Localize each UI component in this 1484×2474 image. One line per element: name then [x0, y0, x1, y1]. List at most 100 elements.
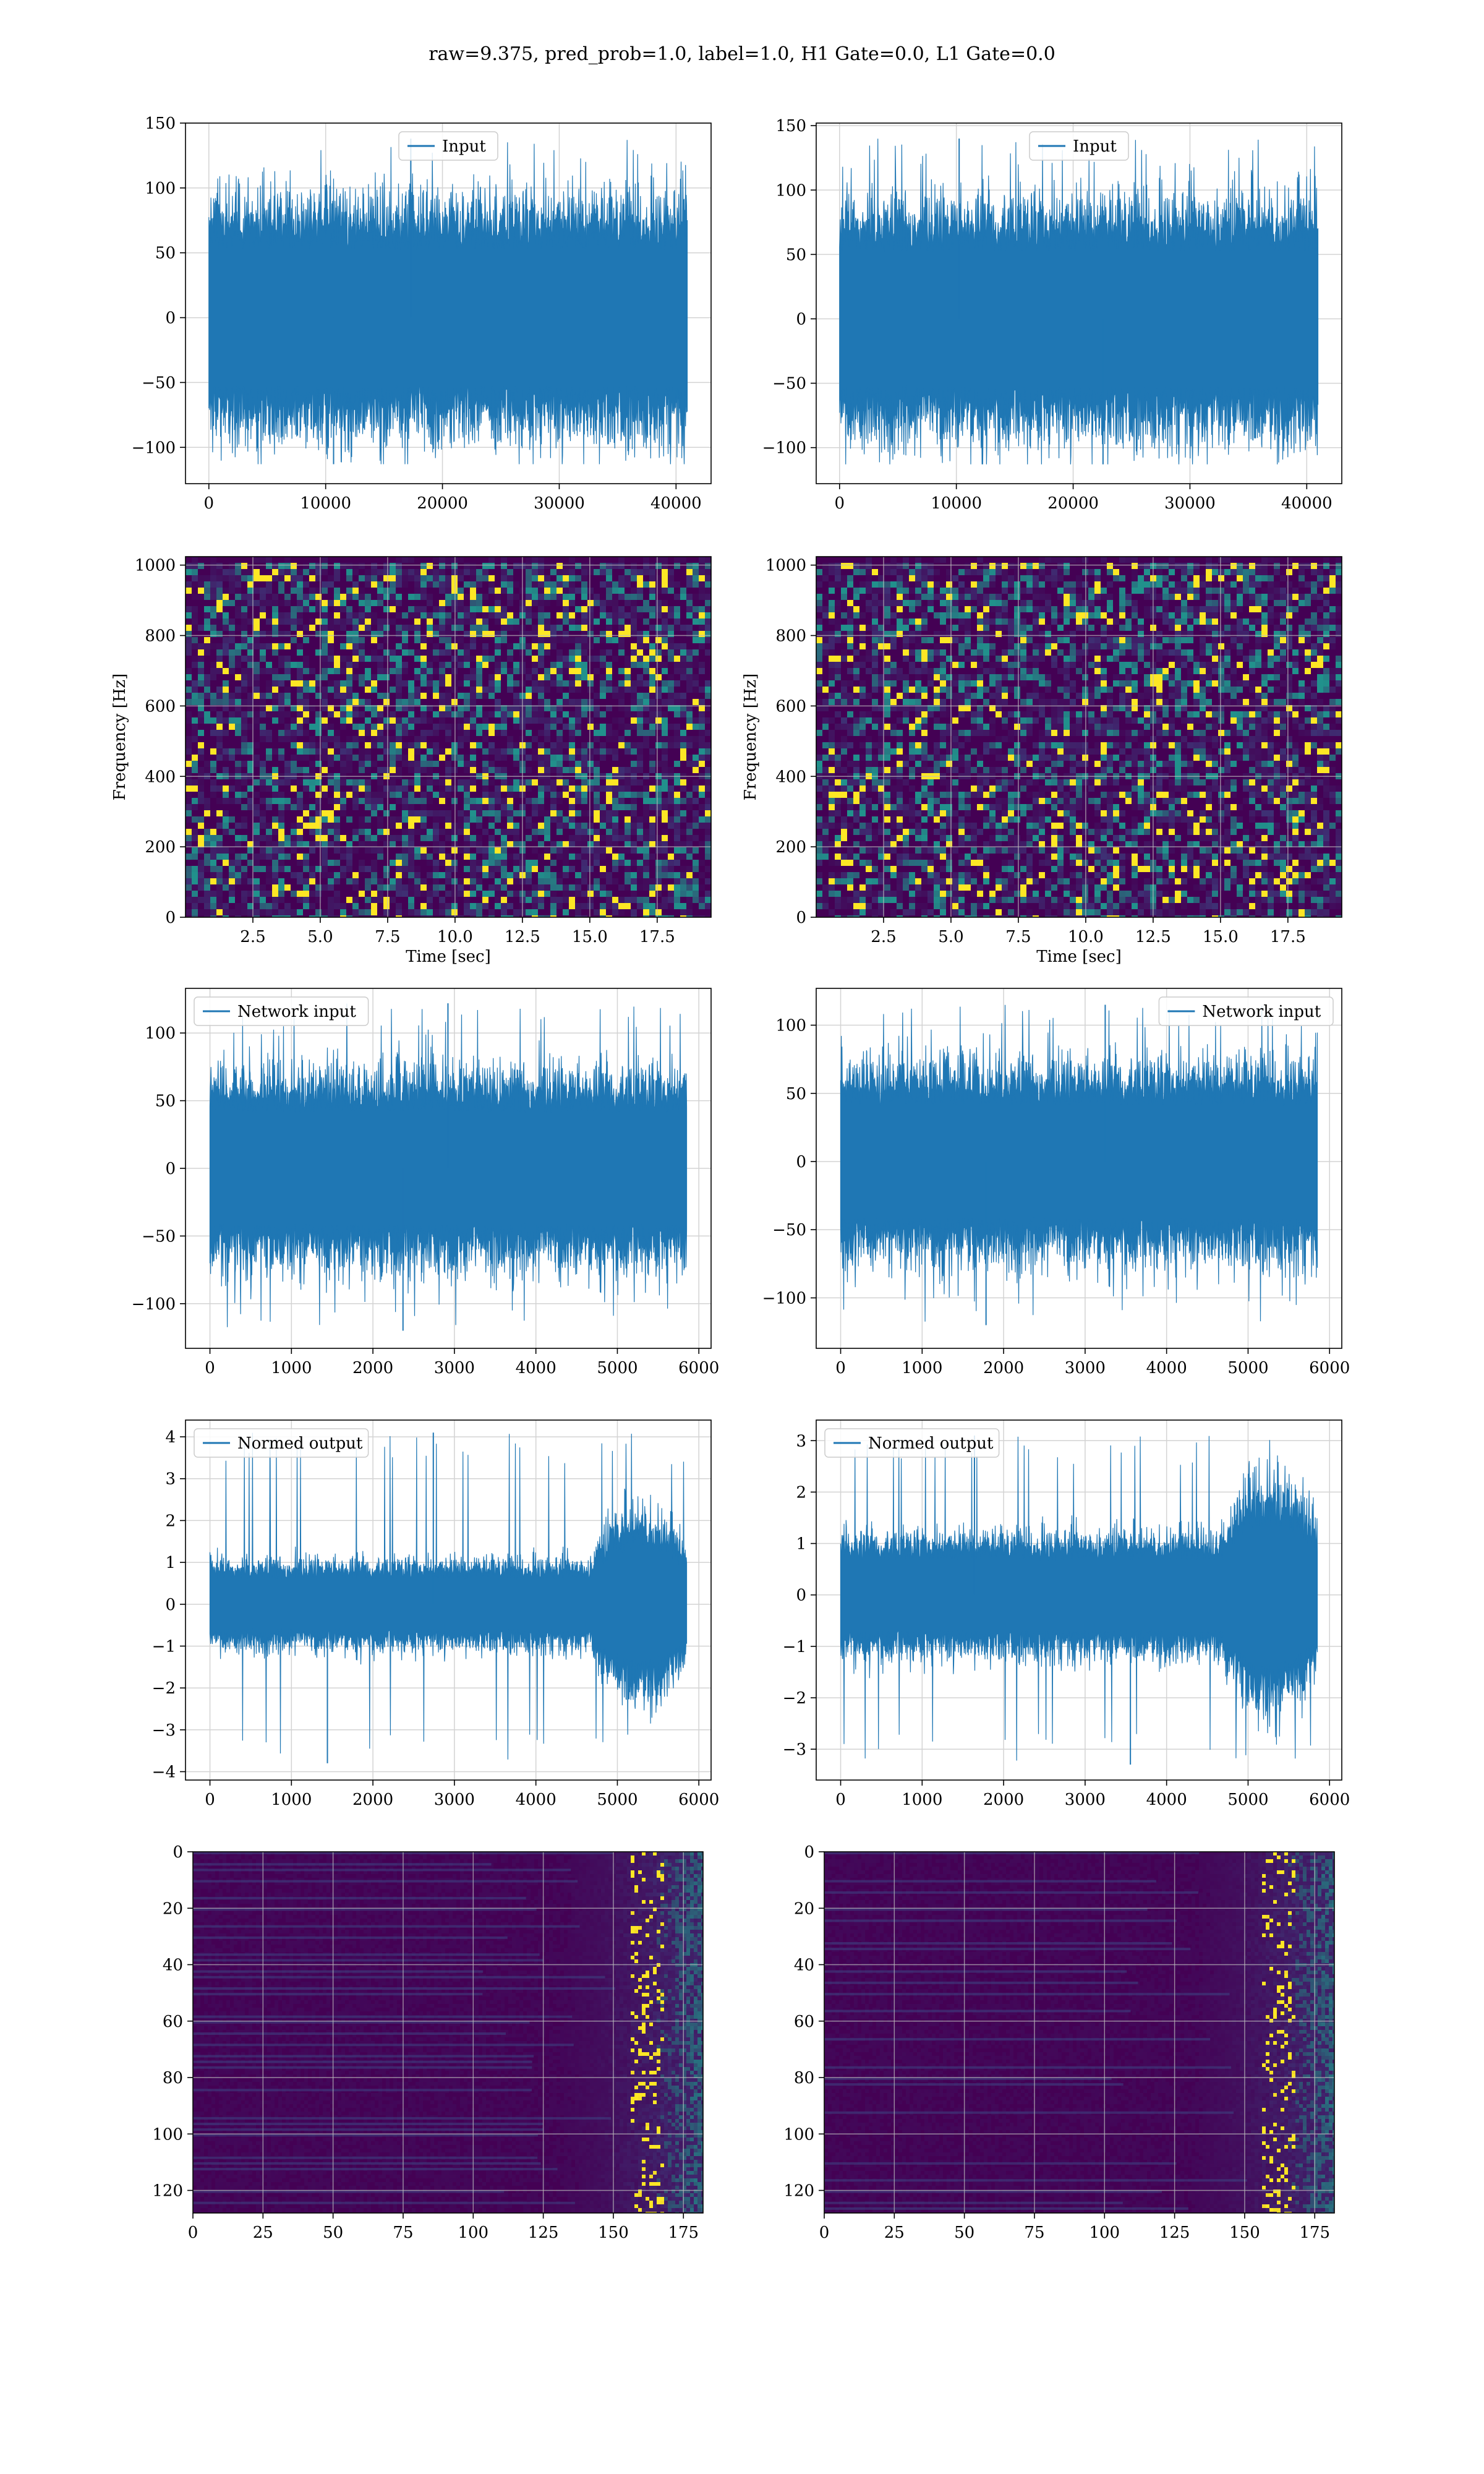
- y-tick-label: 100: [783, 2125, 814, 2144]
- y-tick-label: 1000: [765, 557, 806, 575]
- legend-label: Input: [1073, 137, 1117, 156]
- axes-frame: [824, 1851, 1335, 2214]
- x-tick-label: 6000: [678, 1359, 719, 1377]
- y-tick-label: −50: [142, 374, 176, 392]
- y-tick-label: −3: [152, 1721, 176, 1740]
- legend-label: Network input: [1202, 1003, 1321, 1021]
- plot-area: [186, 988, 711, 1348]
- x-tick-label: 1000: [902, 1359, 942, 1377]
- plot-area: [816, 123, 1342, 484]
- axes-frame: [185, 556, 712, 918]
- x-tick-label: 150: [1229, 2224, 1260, 2242]
- x-tick-label: 2000: [983, 1791, 1024, 1809]
- series-line: [839, 139, 1319, 464]
- legend: Normed output: [824, 1428, 1000, 1458]
- x-tick-label: 6000: [678, 1791, 719, 1809]
- x-tick-label: 75: [393, 2224, 413, 2242]
- y-tick-label: 600: [775, 697, 806, 716]
- legend: Network input: [1158, 996, 1334, 1026]
- x-tick-label: 17.5: [1270, 928, 1306, 946]
- heatmap-background: [824, 1852, 1334, 2213]
- chart-spectrogram_left: 2.5 5.0 7.5 10.0 12.5 15.0 17.5 0 200 400 600 800 10…: [111, 556, 712, 966]
- x-tick-label: 40000: [1281, 494, 1333, 513]
- x-tick-label: 40000: [650, 494, 702, 513]
- series-line: [209, 1432, 688, 1760]
- x-tick-label: 0: [835, 1359, 846, 1377]
- x-tick-label: 5000: [597, 1359, 638, 1377]
- x-tick-label: 5.0: [307, 928, 333, 946]
- y-tick-label: 60: [163, 2013, 183, 2031]
- x-tick-label: 10000: [931, 494, 982, 513]
- x-tick-label: 0: [835, 1791, 846, 1809]
- axes-frame: [185, 1419, 712, 1781]
- x-tick-label: 0: [205, 1791, 215, 1809]
- x-tick-label: 50: [323, 2224, 343, 2242]
- x-tick-label: 2000: [352, 1359, 393, 1377]
- plot-area: [816, 557, 1342, 917]
- axes-frame: [816, 122, 1342, 484]
- y-tick-label: 3: [165, 1470, 176, 1489]
- axes-frame: [816, 988, 1342, 1349]
- y-tick-label: 800: [775, 627, 806, 646]
- y-tick-label: 1: [165, 1554, 176, 1572]
- y-tick-label: 50: [155, 244, 176, 263]
- x-tick-label: 1000: [271, 1359, 312, 1377]
- x-tick-label: 5.0: [938, 928, 963, 946]
- x-tick-label: 25: [253, 2224, 273, 2242]
- y-tick-label: 20: [794, 1899, 814, 1918]
- x-tick-label: 125: [1159, 2224, 1190, 2242]
- x-tick-label: 4000: [516, 1791, 556, 1809]
- y-tick-label: −100: [762, 439, 806, 458]
- legend-label: Input: [442, 137, 486, 156]
- plot-area: [816, 1420, 1342, 1780]
- x-tick-label: 0: [835, 494, 845, 513]
- series-line: [840, 1004, 1318, 1322]
- y-tick-label: 120: [152, 2182, 183, 2201]
- legend: Normed output: [194, 1428, 369, 1458]
- y-tick-label: 400: [775, 768, 806, 786]
- y-tick-label: 200: [145, 838, 176, 857]
- legend-box: [398, 131, 498, 161]
- y-tick-label: −1: [152, 1637, 176, 1656]
- y-tick-label: 100: [152, 2125, 183, 2144]
- y-tick-label: 40: [163, 1956, 183, 1975]
- y-tick-label: −1: [783, 1638, 806, 1656]
- y-tick-label: 2: [165, 1512, 176, 1530]
- chart-spectrogram_right: 2.5 5.0 7.5 10.0 12.5 15.0 17.5 0 200 400 600 800 10…: [741, 556, 1342, 966]
- x-tick-label: 3000: [1065, 1791, 1106, 1809]
- x-tick-label: 4000: [516, 1359, 556, 1377]
- x-tick-label: 15.0: [1203, 928, 1239, 946]
- y-tick-label: 3: [796, 1432, 806, 1450]
- x-tick-label: 100: [458, 2224, 488, 2242]
- legend: Input: [398, 131, 498, 161]
- x-tick-label: 3000: [434, 1359, 475, 1377]
- y-tick-label: −50: [142, 1227, 176, 1246]
- legend-box: [194, 1428, 369, 1458]
- y-tick-label: 150: [145, 114, 176, 133]
- x-tick-label: 175: [1299, 2224, 1330, 2242]
- x-tick-label: 4000: [1146, 1359, 1187, 1377]
- plot-area: [824, 1852, 1334, 2213]
- y-tick-label: 1: [796, 1535, 806, 1554]
- chart-feature_map_right: 0 25 50 75 100 125 150 175 0 20 40 60 80 100 120: [783, 1843, 1335, 2242]
- legend-label: Network input: [237, 1003, 356, 1021]
- series-line: [840, 1436, 1318, 1761]
- y-tick-label: 100: [775, 1017, 806, 1035]
- axes-frame: [816, 1419, 1342, 1781]
- y-tick-label: −4: [152, 1763, 176, 1781]
- x-tick-label: 5000: [1227, 1359, 1268, 1377]
- y-tick-label: 100: [775, 181, 806, 200]
- y-tick-label: 60: [794, 2013, 814, 2031]
- y-tick-label: 4: [165, 1428, 176, 1447]
- y-tick-label: 200: [775, 838, 806, 857]
- x-tick-label: 50: [954, 2224, 974, 2242]
- chart-normed_output_right: 0 1000 2000 3000 4000 5000 6000 −3 −2 −1 0 1 2 3 Norme…: [783, 1419, 1350, 1809]
- y-tick-label: 0: [796, 1586, 806, 1605]
- x-tick-label: 10.0: [437, 928, 473, 946]
- y-tick-label: 50: [155, 1092, 176, 1111]
- y-tick-label: 120: [783, 2182, 814, 2201]
- x-tick-label: 20000: [1047, 494, 1099, 513]
- x-tick-label: 7.5: [375, 928, 400, 946]
- chart-normed_output_left: 0 1000 2000 3000 4000 5000 6000 −4 −3 −2 −1 0 1 2 3 4 No…: [152, 1419, 719, 1809]
- y-tick-label: 0: [165, 909, 176, 927]
